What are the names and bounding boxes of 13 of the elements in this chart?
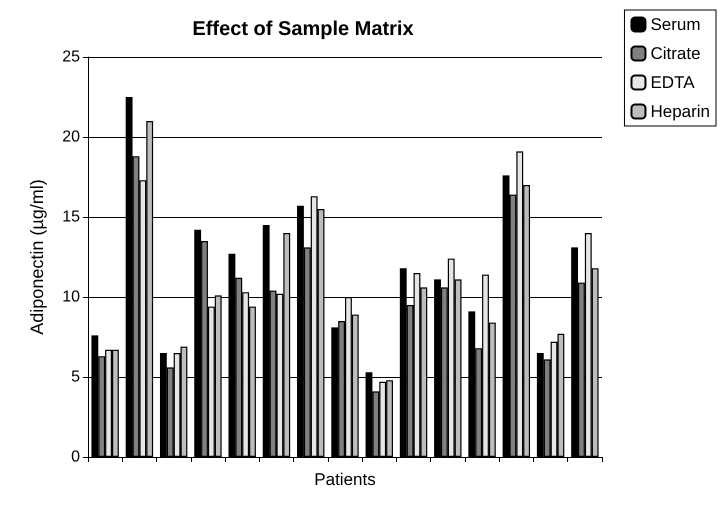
y-tick-label: 10	[62, 288, 80, 306]
y-tick-label: 25	[62, 48, 80, 66]
y-tick-label: 20	[62, 128, 80, 146]
chart-title: Effect of Sample Matrix	[192, 18, 414, 40]
y-tick-label: 0	[71, 448, 80, 466]
legend-label: Serum	[650, 15, 701, 34]
legend-label: Heparin	[650, 102, 710, 121]
x-axis-title: Patients	[314, 470, 376, 489]
legend-label: EDTA	[650, 73, 696, 92]
y-tick-label: 5	[71, 368, 80, 386]
y-tick-label: 15	[62, 208, 80, 226]
legend-label: Citrate	[650, 44, 701, 63]
y-axis-title: Adiponectin (µg/ml)	[27, 179, 47, 335]
